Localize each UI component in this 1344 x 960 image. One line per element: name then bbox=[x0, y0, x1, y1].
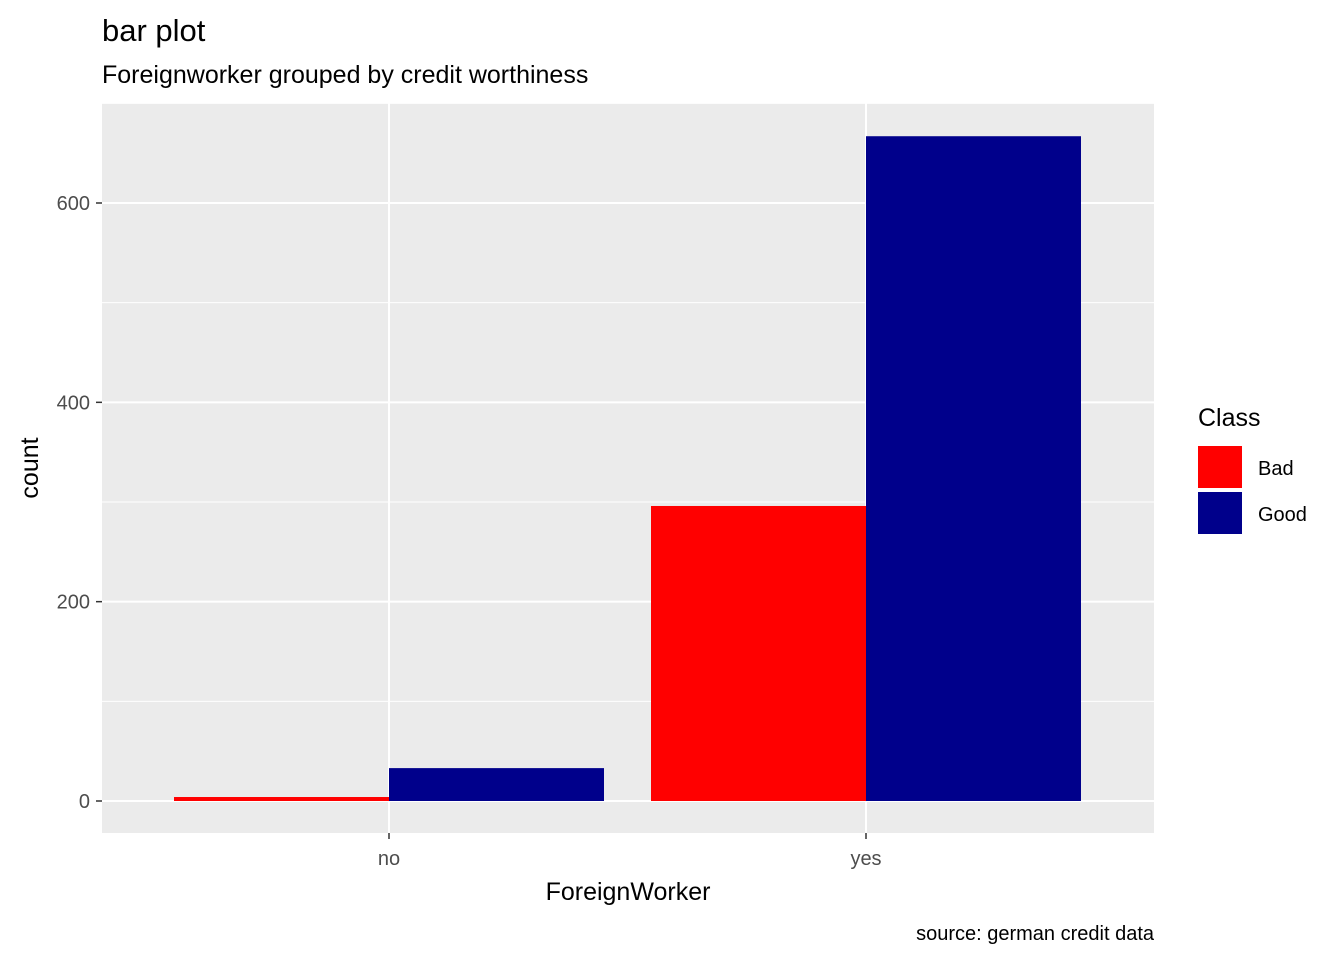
bar-bad-yes bbox=[651, 505, 866, 801]
bars bbox=[174, 136, 1081, 801]
legend-label-good: Good bbox=[1258, 504, 1307, 526]
legend-key-good bbox=[1198, 492, 1242, 534]
y-axis-ticks: 0 200 400 600 bbox=[57, 193, 102, 813]
chart-subtitle: Foreignworker grouped by credit worthine… bbox=[102, 61, 588, 89]
y-tick-label: 200 bbox=[57, 592, 90, 614]
x-tick-label-no: no bbox=[378, 848, 400, 870]
chart-title: bar plot bbox=[102, 13, 206, 48]
x-axis-label: ForeignWorker bbox=[546, 878, 711, 906]
y-tick-label: 600 bbox=[57, 193, 90, 215]
bar-good-no bbox=[389, 768, 604, 801]
chart-caption: source: german credit data bbox=[916, 923, 1155, 945]
bar-bad-no bbox=[174, 797, 389, 801]
x-tick-label-yes: yes bbox=[850, 848, 881, 870]
y-tick-label: 400 bbox=[57, 392, 90, 414]
legend-items: Bad Good bbox=[1198, 446, 1307, 534]
legend-label-bad: Bad bbox=[1258, 458, 1294, 480]
legend-key-bad bbox=[1198, 446, 1242, 488]
x-axis-ticks: no yes bbox=[378, 833, 882, 870]
legend: Class Bad Good bbox=[1198, 404, 1307, 534]
y-axis-label: count bbox=[16, 437, 44, 498]
bar-good-yes bbox=[866, 136, 1081, 801]
y-tick-label: 0 bbox=[79, 791, 90, 813]
legend-title: Class bbox=[1198, 404, 1261, 432]
